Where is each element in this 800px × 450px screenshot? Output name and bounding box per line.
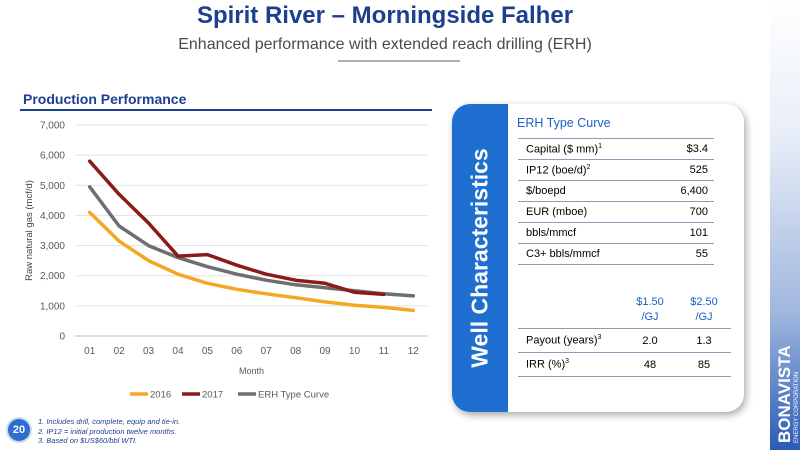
panel-heading: ERH Type Curve [517,116,611,130]
logo-name: BONAVISTA [775,345,794,443]
y-tick-label: 5,000 [40,181,65,192]
footnote-1: 1. Includes drill, complete, equip and t… [38,417,181,426]
price-header-row: $1.50/GJ $2.50/GJ [518,292,731,329]
page-title: Spirit River – Morningside Falher [196,2,574,29]
series-line-erh-type-curve [87,185,416,298]
panel-side-band [452,104,508,412]
row-label: C3+ bbls/mmcf [518,243,640,265]
economics-table: $1.50/GJ $2.50/GJ Payout (years)3 2.0 1.3 IRR… [518,292,731,377]
footnote-2: 2. IP12 = initial production twelve mont… [38,426,177,436]
legend-label: ERH Type Curve [258,390,329,401]
well-characteristics-panel: Well Characteristics ERH Type Curve Capi… [452,104,744,412]
economics-row: IRR (%)3 48 85 [518,352,731,377]
characteristics-row: C3+ bbls/mmcf 55 [518,243,714,265]
row-label: IP12 (boe/d)2 [518,159,640,181]
x-tick-label: 05 [202,346,214,357]
x-tick-label: 08 [290,346,302,357]
x-tick-label: 12 [408,346,420,357]
row-value: 2.0 [623,328,677,353]
row-value: 48 [623,352,677,377]
x-tick-label: 03 [143,346,155,357]
price-header: $2.50/GJ [690,296,718,323]
row-value: 55 [640,243,714,265]
page-subtitle: Enhanced performance with extended reach… [178,36,592,53]
row-value: 6,400 [640,180,714,202]
footnotes: 1. Includes drill, complete, equip and t… [38,417,180,446]
row-value: $3.4 [640,138,714,160]
row-value: 101 [640,222,714,244]
x-tick-label: 02 [114,346,126,357]
characteristics-table: Capital ($ mm)1 $3.4 IP12 (boe/d)2 525 $/boe… [518,138,714,265]
x-tick-label: 07 [261,346,273,357]
characteristics-row: IP12 (boe/d)2 525 [518,159,714,181]
economics-row: Payout (years)3 2.0 1.3 [518,328,731,353]
x-tick-label: 10 [349,346,361,357]
y-tick-label: 3,000 [40,241,65,252]
x-tick-label: 11 [379,346,390,357]
row-value: 85 [677,352,731,377]
characteristics-row: $/boepd 6,400 [518,180,714,202]
row-value: 1.3 [677,328,731,353]
row-label: Capital ($ mm)1 [518,138,640,160]
characteristics-row: Capital ($ mm)1 $3.4 [518,138,714,160]
y-tick-label: 2,000 [40,271,65,282]
row-label: $/boepd [518,180,640,202]
footnote-3: 3. Based on $US$60/bbl WTI. [38,436,138,445]
y-tick-label: 1,000 [40,301,65,312]
section-divider [20,109,432,111]
production-chart: 0 1,000 2,000 3,000 4,000 5,000 6,000 7,000 01 02… [24,121,428,401]
y-axis-title: Raw natural gas (mcf/d) [24,180,35,281]
page-number: 20 [8,419,30,441]
y-tick-label: 6,000 [40,151,65,162]
company-logo: BONAVISTA ENERGY CORPORATION [775,345,800,443]
x-tick-label: 09 [319,346,331,357]
x-tick-label: 04 [172,346,184,357]
price-header: $1.50/GJ [636,296,664,323]
x-tick-label: 01 [84,346,96,357]
characteristics-row: EUR (mboe) 700 [518,201,714,223]
row-label: EUR (mboe) [518,201,640,223]
legend-label: 2016 [150,390,171,401]
x-axis-title: Month [239,366,264,376]
y-tick-label: 0 [59,332,65,343]
logo-tagline: ENERGY CORPORATION [794,372,800,443]
section-label: Production Performance [23,91,187,107]
series-line-2016 [87,210,416,313]
legend-label: 2017 [202,390,223,401]
side-gradient-band [770,0,800,450]
x-tick-label: 06 [231,346,243,357]
row-label: IRR (%)3 [518,352,623,377]
characteristics-row: bbls/mmcf 101 [518,222,714,244]
panel-vertical-title: Well Characteristics [466,148,493,368]
subtitle-underline [338,60,460,62]
row-label: Payout (years)3 [518,328,623,353]
y-tick-label: 4,000 [40,211,65,222]
row-value: 700 [640,201,714,223]
series-line-2017 [87,159,386,297]
y-tick-label: 7,000 [40,121,65,132]
row-label: bbls/mmcf [518,222,640,244]
row-value: 525 [640,159,714,181]
